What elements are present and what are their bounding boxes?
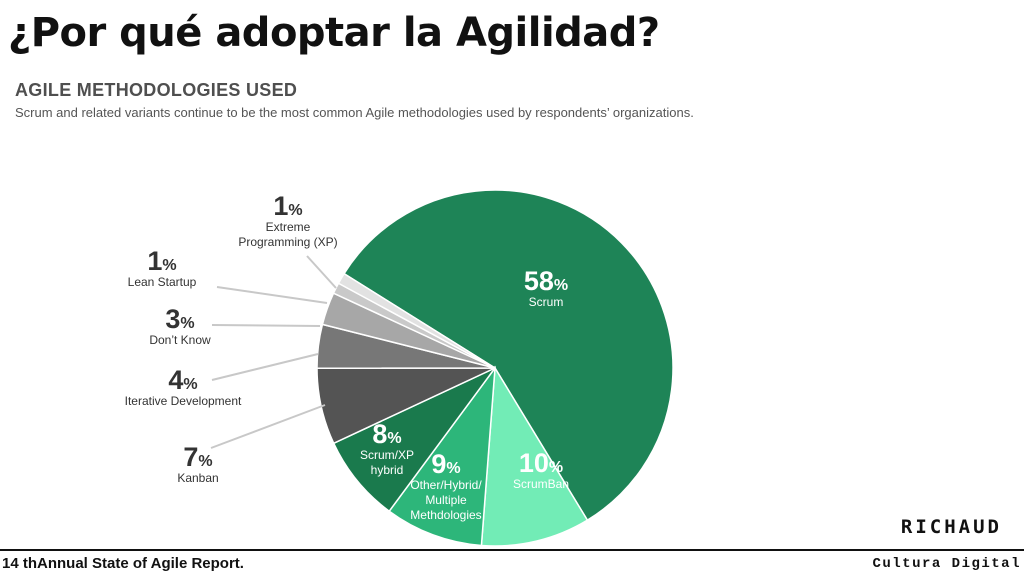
pie-slice-extreme-programming-xp [337,272,496,369]
category-label-scrumban: ScrumBan [513,477,569,491]
leader-line-kanban [210,404,326,449]
footer-divider [0,549,1024,551]
pie-slice-scrum [343,189,674,522]
category-label-don-t-know: Don’t Know [149,333,211,347]
leader-line-don-t-know [211,324,321,327]
value-label-don-t-know: 3% [165,304,194,334]
category-label-extreme-programming-xp: Extreme Programming (XP) [238,220,337,249]
category-label-iterative-development: Iterative Development [125,394,242,408]
pie-slice-scrumban [480,365,589,547]
category-label-kanban: Kanban [177,471,218,485]
value-label-scrum-xp-hybrid: 8% [372,419,401,449]
leader-line-extreme-programming-xp [306,255,337,289]
value-label-extreme-programming-xp: 1% [273,191,302,221]
value-label-kanban: 7% [183,442,212,472]
leader-line-lean-startup [216,286,328,304]
footer-source: 14 thAnnual State of Agile Report. [2,555,244,572]
category-label-lean-startup: Lean Startup [128,275,197,289]
value-label-scrum: 58% [524,266,568,296]
chart-subtitle: Scrum and related variants continue to b… [15,105,694,120]
value-label-iterative-development: 4% [168,365,197,395]
value-label-lean-startup: 1% [147,246,176,276]
value-label-scrumban: 10% [519,448,563,478]
brand-tagline: Cultura Digital [872,556,1021,572]
chart-title: AGILE METHODOLOGIES USED [15,80,298,100]
slide-title: ¿Por qué adoptar la Agilidad? [8,10,660,56]
leader-line-iterative-development [211,353,319,381]
value-label-other-hybrid-multiple-methdologies: 9% [431,449,460,479]
category-label-scrum: Scrum [529,295,564,309]
pie-slice-other-hybrid-multiple-methdologies [388,365,496,547]
category-label-scrum-xp-hybrid: Scrum/XP hybrid [360,448,414,477]
brand-logo: RICHAUD [900,516,1002,538]
category-label-other-hybrid-multiple-methdologies: Other/Hybrid/Multiple Methdologies [410,478,482,522]
